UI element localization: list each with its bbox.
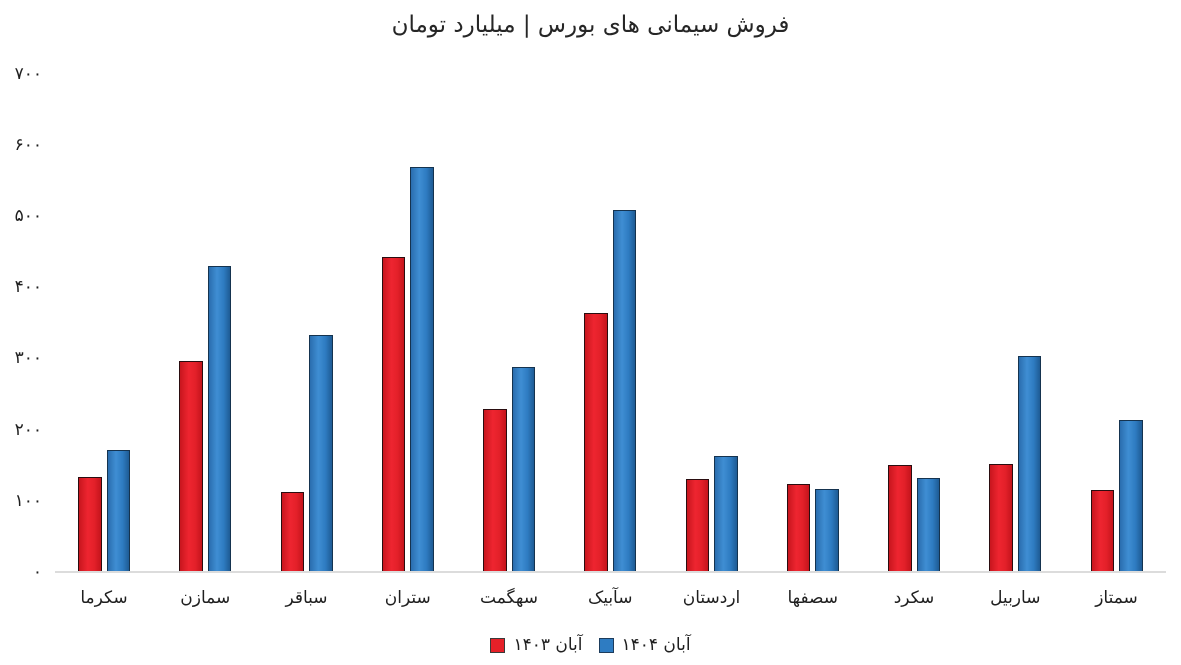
bar-aban-1404 [511, 366, 535, 572]
category-label: اردستان [682, 588, 741, 608]
legend-swatch-blue [598, 637, 614, 653]
category-label: ستران [384, 588, 431, 608]
bar-aban-1403 [584, 312, 608, 572]
bar-aban-1403 [888, 465, 912, 572]
legend-swatch-red [490, 637, 506, 653]
category-label: سمتاز [1095, 588, 1138, 608]
category-label: سصفها [787, 588, 839, 608]
bar-aban-1404 [1017, 355, 1042, 572]
bar-aban-1404 [714, 455, 738, 572]
bar-aban-1404 [106, 450, 130, 572]
bar-aban-1404 [916, 478, 940, 572]
legend-item: آبان ۱۴۰۳ [490, 635, 583, 655]
bar-aban-1404 [309, 334, 333, 572]
bar-aban-1403 [280, 492, 304, 572]
bar-aban-1404 [207, 265, 232, 572]
bar-aban-1403 [786, 483, 811, 572]
chart-title: فروش سیمانی های بورس | میلیارد تومان [391, 12, 790, 38]
category-label: ساربیل [990, 588, 1041, 608]
y-tick-label: ۱۰۰ [14, 490, 42, 511]
y-tick-label: ۷۰۰ [14, 63, 42, 84]
category-label: سآبیک [587, 588, 633, 608]
bar-aban-1403 [78, 476, 102, 572]
legend: آبان ۱۴۰۳ آبان ۱۴۰۴ [0, 633, 1181, 657]
bar-aban-1403 [685, 478, 709, 572]
y-tick-label: ۴۰۰ [14, 277, 42, 298]
bar-aban-1404 [1119, 419, 1143, 572]
bar-aban-1404 [815, 488, 839, 572]
bar-aban-1403 [989, 463, 1013, 572]
bar-aban-1403 [381, 256, 406, 572]
y-tick-label: ۶۰۰ [14, 134, 42, 155]
bar-aban-1404 [612, 209, 637, 572]
y-tick-label: ۳۰۰ [14, 348, 42, 369]
bar-aban-1403 [1090, 490, 1114, 572]
category-label: سهگمت [480, 588, 538, 608]
bar-aban-1404 [410, 166, 434, 572]
category-label: سباقر [285, 588, 328, 608]
legend-item: آبان ۱۴۰۴ [598, 635, 691, 655]
legend-label: آبان ۱۴۰۳ [513, 635, 583, 655]
y-tick-label: ۵۰۰ [14, 206, 42, 226]
x-axis-line [55, 571, 1166, 573]
y-tick-label: ۲۰۰ [14, 419, 42, 440]
bar-aban-1403 [483, 409, 507, 572]
category-label: سکرد [893, 588, 935, 608]
legend-label: آبان ۱۴۰۴ [621, 635, 691, 655]
y-tick-label: ۰ [32, 562, 42, 582]
bar-aban-1403 [179, 361, 203, 572]
category-label: سمازن [180, 588, 231, 608]
category-label: سکرما [80, 588, 128, 608]
